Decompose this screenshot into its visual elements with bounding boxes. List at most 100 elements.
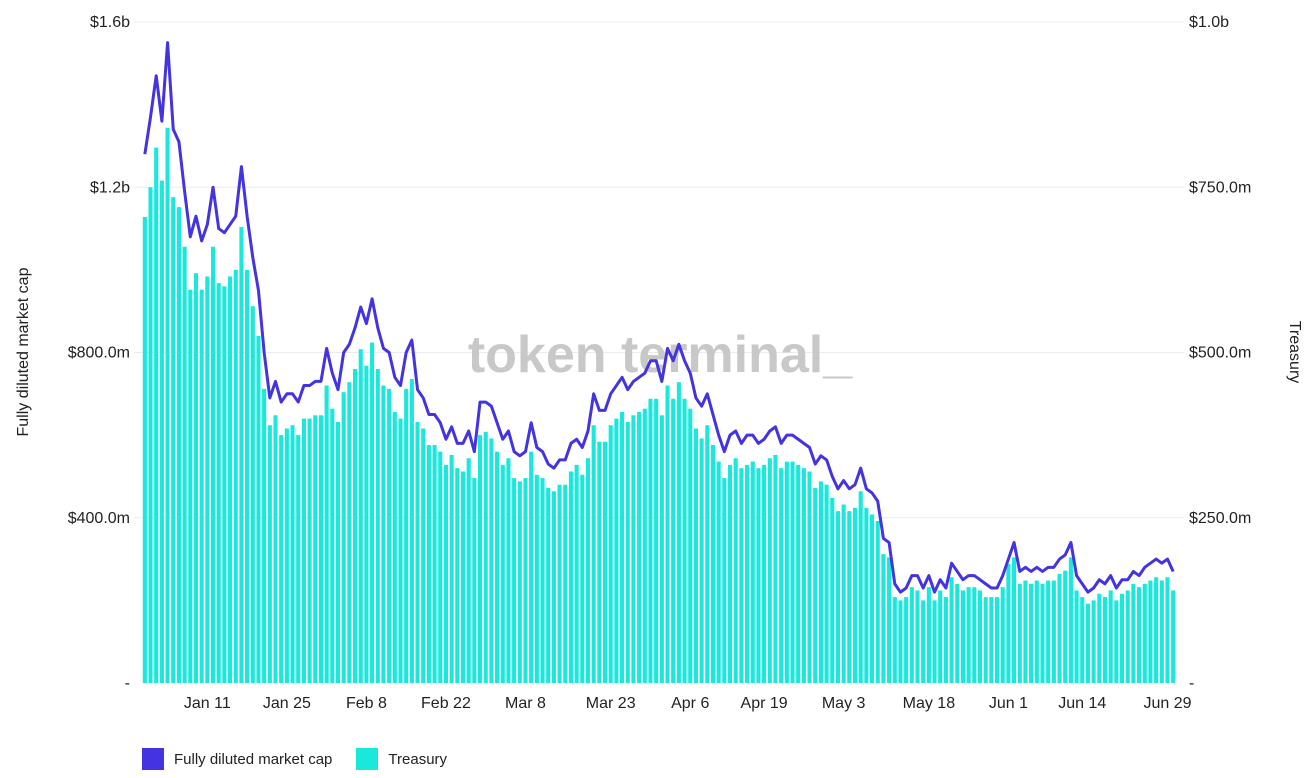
treasury-bar[interactable] (796, 464, 801, 683)
treasury-bar[interactable] (290, 425, 295, 683)
treasury-bar[interactable] (966, 587, 971, 683)
treasury-bar[interactable] (608, 425, 613, 683)
treasury-bar[interactable] (1000, 587, 1005, 683)
treasury-bar[interactable] (233, 269, 238, 683)
treasury-bar[interactable] (921, 600, 926, 683)
treasury-bar[interactable] (273, 415, 278, 683)
treasury-bar[interactable] (182, 246, 187, 684)
treasury-bar[interactable] (432, 445, 437, 683)
treasury-bar[interactable] (370, 342, 375, 683)
treasury-bar[interactable] (654, 398, 659, 683)
treasury-bar[interactable] (1006, 564, 1011, 683)
treasury-bar[interactable] (171, 197, 176, 684)
treasury-bar[interactable] (739, 468, 744, 683)
treasury-bar[interactable] (415, 421, 420, 683)
treasury-bar[interactable] (1068, 557, 1073, 683)
treasury-bar[interactable] (335, 421, 341, 683)
treasury-bar[interactable] (313, 415, 318, 683)
treasury-bar[interactable] (688, 408, 693, 683)
treasury-bar[interactable] (1023, 580, 1028, 683)
treasury-bar[interactable] (267, 425, 272, 683)
treasury-bar[interactable] (625, 421, 630, 683)
treasury-bar[interactable] (1012, 557, 1017, 683)
treasury-bar[interactable] (324, 385, 329, 683)
treasury-bar[interactable] (875, 521, 880, 683)
treasury-bar[interactable] (1108, 590, 1113, 683)
treasury-bar[interactable] (585, 458, 591, 683)
treasury-bar[interactable] (1125, 590, 1130, 683)
treasury-bar[interactable] (1085, 603, 1090, 683)
treasury-bar[interactable] (665, 385, 670, 683)
treasury-bar[interactable] (699, 438, 704, 683)
treasury-bar[interactable] (705, 425, 710, 683)
treasury-bar[interactable] (1063, 570, 1068, 683)
treasury-bar[interactable] (972, 587, 977, 683)
treasury-bar[interactable] (318, 415, 324, 683)
treasury-bar[interactable] (1131, 583, 1136, 683)
treasury-bar[interactable] (404, 388, 409, 683)
treasury-bar[interactable] (1074, 590, 1079, 683)
treasury-bar[interactable] (228, 276, 233, 683)
treasury-bar[interactable] (495, 451, 500, 683)
treasury-bar[interactable] (682, 398, 687, 683)
treasury-bar[interactable] (1046, 580, 1051, 683)
treasury-bar[interactable] (460, 471, 466, 683)
treasury-bar[interactable] (983, 597, 988, 683)
treasury-bar[interactable] (466, 458, 471, 683)
treasury-bar[interactable] (500, 464, 505, 683)
treasury-bar[interactable] (807, 471, 812, 683)
treasury-bar[interactable] (852, 507, 858, 683)
treasury-bar[interactable] (909, 587, 914, 683)
treasury-bar[interactable] (142, 216, 147, 683)
treasury-bar[interactable] (671, 398, 676, 683)
treasury-bar[interactable] (620, 411, 625, 683)
treasury-bar[interactable] (580, 474, 585, 683)
treasury-bar[interactable] (1051, 580, 1056, 683)
treasury-bar[interactable] (199, 289, 204, 683)
treasury-bar[interactable] (392, 411, 397, 683)
treasury-bar[interactable] (387, 388, 392, 683)
treasury-bar[interactable] (642, 408, 647, 683)
treasury-bar[interactable] (1017, 583, 1022, 683)
treasury-bar[interactable] (438, 451, 443, 683)
treasury-bar[interactable] (602, 441, 608, 683)
treasury-bar[interactable] (154, 147, 159, 684)
treasury-bar[interactable] (955, 583, 960, 683)
treasury-bar[interactable] (381, 385, 386, 683)
treasury-bar[interactable] (1114, 600, 1119, 683)
treasury-bar[interactable] (915, 590, 920, 683)
treasury-bar[interactable] (864, 507, 869, 683)
treasury-bar[interactable] (989, 597, 994, 683)
treasury-bar[interactable] (517, 481, 522, 683)
treasury-bar[interactable] (279, 435, 284, 683)
treasury-bar[interactable] (563, 484, 568, 683)
treasury-bar[interactable] (943, 597, 948, 683)
treasury-bar[interactable] (1137, 587, 1142, 683)
treasury-bar[interactable] (540, 478, 545, 683)
treasury-bar[interactable] (1091, 600, 1096, 683)
treasury-bar[interactable] (421, 428, 426, 683)
treasury-bar[interactable] (1097, 593, 1102, 683)
treasury-bar[interactable] (358, 349, 363, 683)
treasury-bar[interactable] (1119, 593, 1125, 683)
treasury-bar[interactable] (597, 441, 602, 683)
treasury-bar[interactable] (472, 478, 477, 683)
treasury-bar[interactable] (455, 468, 460, 683)
legend-item-treasury[interactable]: Treasury (356, 748, 447, 770)
treasury-bar[interactable] (239, 226, 244, 683)
treasury-bar[interactable] (887, 557, 892, 683)
treasury-bar[interactable] (409, 378, 414, 683)
treasury-bar[interactable] (733, 458, 738, 683)
legend-item-fdmc[interactable]: Fully diluted market cap (142, 748, 332, 770)
treasury-bar[interactable] (773, 454, 778, 683)
treasury-bar[interactable] (165, 127, 170, 683)
treasury-bar[interactable] (489, 438, 494, 683)
treasury-bar[interactable] (722, 478, 727, 683)
treasury-bar[interactable] (1057, 573, 1062, 683)
treasury-bar[interactable] (1034, 580, 1039, 683)
treasury-bar[interactable] (506, 458, 511, 683)
treasury-bar[interactable] (477, 435, 483, 683)
treasury-bar[interactable] (892, 597, 897, 683)
treasury-bar[interactable] (188, 289, 193, 683)
treasury-bar[interactable] (614, 418, 619, 683)
